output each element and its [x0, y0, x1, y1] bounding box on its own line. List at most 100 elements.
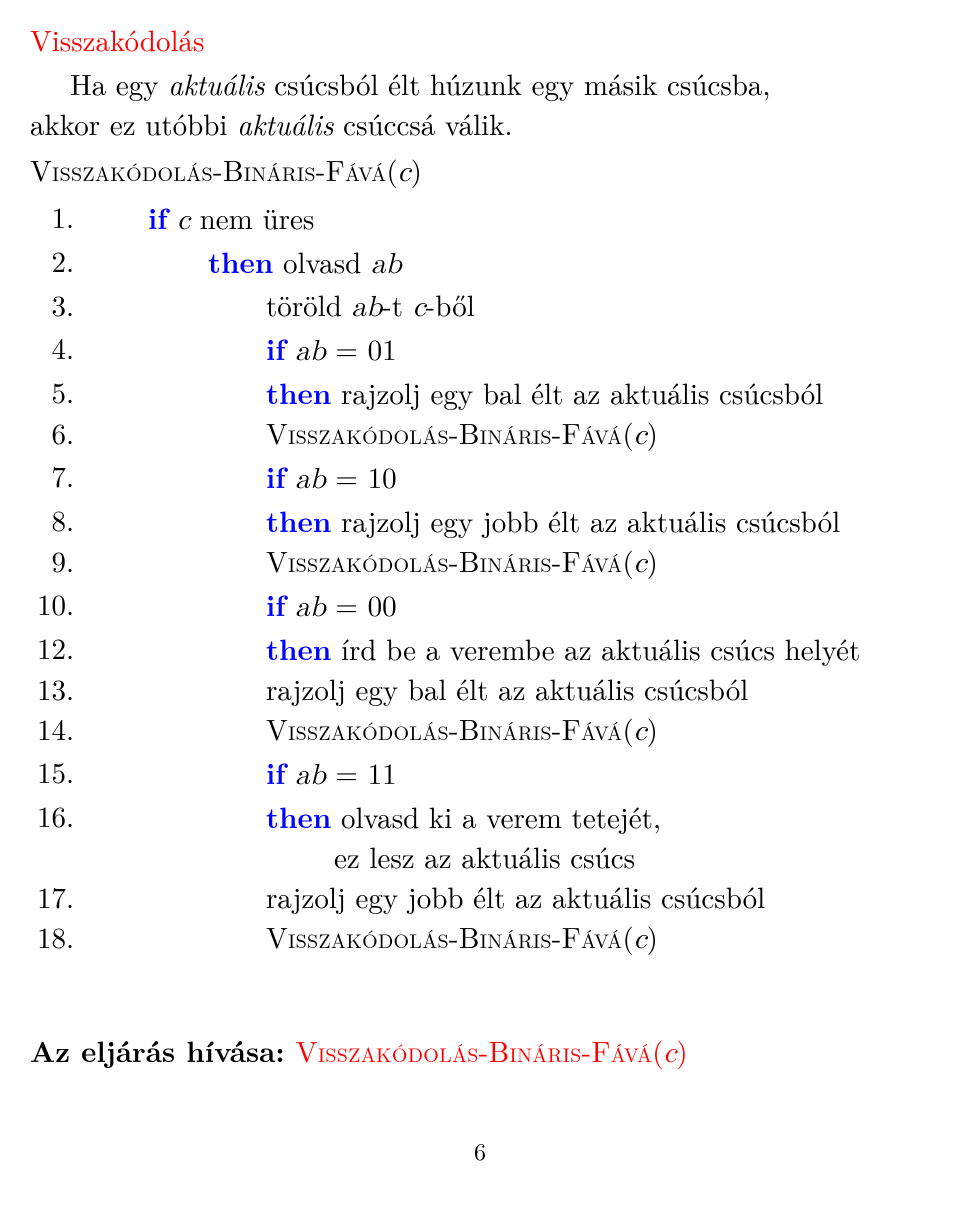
keyword: if	[266, 751, 285, 793]
keyword: then	[266, 499, 331, 541]
algo-line: 6.Visszakódolás-Bináris-Fává(c)	[30, 413, 860, 456]
math-var: ab	[295, 465, 326, 494]
procedure-arg-open: (	[622, 708, 633, 749]
line-number: 18.	[30, 917, 88, 960]
section-title: Visszakódolás	[30, 20, 930, 60]
line-number: 5.	[30, 372, 88, 413]
procedure-arg: c	[634, 925, 647, 954]
line-number: 16.	[30, 796, 88, 837]
procedure-name: Visszakódolás-Bináris-Fává	[266, 708, 622, 749]
algo-line: 14.Visszakódolás-Bináris-Fává(c)	[30, 709, 860, 752]
algo-text: rajzolj egy jobb élt az aktuális csúcsbó…	[266, 876, 765, 917]
algo-text: írd be a verembe az aktuális csúcs helyé…	[331, 628, 860, 669]
line-number: 13.	[30, 669, 88, 709]
algo-line: ez lesz az aktuális csúcs	[30, 837, 860, 877]
math-var: ab	[295, 593, 326, 622]
intro-emph: aktuális	[237, 103, 333, 144]
procedure-arg: c	[663, 1039, 676, 1068]
keyword: if	[266, 455, 285, 497]
procedure-arg-open: (	[652, 1030, 663, 1071]
algo-text: = 01	[326, 328, 397, 369]
line-body: then rajzolj egy bal élt az aktuális csú…	[88, 372, 860, 413]
line-number: 15.	[30, 752, 88, 796]
line-body: Visszakódolás-Bináris-Fává(c)	[88, 413, 860, 456]
algo-text: ez lesz az aktuális csúcs	[334, 836, 635, 877]
algo-line: 3.töröld ab-t c-ből	[30, 285, 860, 328]
line-number: 2.	[30, 241, 88, 285]
page-number: 6	[30, 1134, 930, 1167]
line-body: Visszakódolás-Bináris-Fává(c)	[88, 541, 860, 584]
algorithm-body: 1.if c nem üres2.then olvasd ab3.töröld …	[30, 197, 860, 960]
algo-line: 12.then írd be a verembe az aktuális csú…	[30, 628, 860, 669]
algo-line: 1.if c nem üres	[30, 197, 860, 241]
line-body: then olvasd ab	[88, 241, 860, 285]
math-var: ab	[295, 761, 326, 790]
line-number: 9.	[30, 541, 88, 584]
algo-text: -ből	[426, 284, 475, 325]
line-number: 12.	[30, 628, 88, 669]
procedure-arg: c	[634, 549, 647, 578]
keyword: then	[266, 795, 331, 837]
procedure-name: Visszakódolás-Bináris-Fává	[266, 412, 622, 453]
line-number: 10.	[30, 584, 88, 628]
procedure-name: Visszakódolás-Bináris-Fává	[296, 1030, 652, 1071]
procedure-arg-open: (	[622, 916, 633, 957]
line-body: if ab = 11	[88, 752, 860, 796]
algo-text: töröld	[266, 284, 352, 325]
line-number	[30, 837, 88, 877]
math-var: ab	[371, 250, 402, 279]
keyword: if	[266, 327, 285, 369]
procedure-arg: c	[398, 158, 411, 187]
line-number: 8.	[30, 500, 88, 541]
algo-line: 7. if ab = 10	[30, 456, 860, 500]
line-body: rajzolj egy bal élt az aktuális csúcsból	[88, 669, 860, 709]
math-var: c	[177, 206, 190, 235]
line-body: if ab = 01	[88, 328, 860, 372]
intro-text: Ha egy	[70, 63, 168, 104]
keyword: if	[266, 583, 285, 625]
line-body: if c nem üres	[88, 197, 860, 241]
intro-text: csúccsá válik.	[334, 103, 513, 144]
procedure-arg-close: )	[411, 149, 422, 190]
algo-text: nem üres	[190, 197, 314, 238]
procedure-arg-close: )	[647, 412, 658, 453]
algo-line: 10.if ab = 00	[30, 584, 860, 628]
keyword: if	[148, 196, 167, 238]
line-body: if ab = 00	[88, 584, 860, 628]
line-number: 6.	[30, 413, 88, 456]
line-number: 1.	[30, 197, 88, 241]
line-body: then rajzolj egy jobb élt az aktuális cs…	[88, 500, 860, 541]
line-number: 17.	[30, 877, 88, 917]
intro-emph: aktuális	[168, 63, 264, 104]
algo-text: olvasd ki a verem tetejét,	[331, 796, 661, 837]
procedure-arg-close: )	[676, 1030, 687, 1071]
algo-line: 4.if ab = 01	[30, 328, 860, 372]
line-body: rajzolj egy jobb élt az aktuális csúcsbó…	[88, 877, 860, 917]
line-body: Visszakódolás-Bináris-Fává(c)	[88, 917, 860, 960]
procedure-arg: c	[634, 421, 647, 450]
algo-text: -t	[382, 284, 413, 325]
intro-text: csúcsból élt húzunk egy másik csúcsba,	[265, 63, 771, 104]
math-var: ab	[352, 293, 383, 322]
algo-line: 8.then rajzolj egy jobb élt az aktuális …	[30, 500, 860, 541]
algo-text: = 00	[326, 584, 397, 625]
algo-line: 17. rajzolj egy jobb élt az aktuális csúc…	[30, 877, 860, 917]
math-var: ab	[295, 337, 326, 366]
algo-text: rajzolj egy bal élt az aktuális csúcsból	[266, 668, 748, 709]
line-number: 7.	[30, 456, 88, 500]
math-var: c	[413, 293, 426, 322]
line-body: then írd be a verembe az aktuális csúcs …	[88, 628, 860, 669]
procedure-arg-open: (	[386, 149, 397, 190]
line-number: 4.	[30, 328, 88, 372]
algo-line: 13. rajzolj egy bal élt az aktuális csúcs…	[30, 669, 860, 709]
call-line: Az eljárás hívása: Visszakódolás-Bináris…	[30, 1030, 930, 1074]
procedure-arg-open: (	[622, 412, 633, 453]
procedure-arg-close: )	[647, 916, 658, 957]
algo-text: rajzolj egy jobb élt az aktuális csúcsbó…	[331, 500, 840, 541]
procedure-arg-close: )	[647, 540, 658, 581]
line-body: Visszakódolás-Bináris-Fává(c)	[88, 709, 860, 752]
procedure-name: Visszakódolás-Bináris-Fává	[30, 149, 386, 190]
algo-text: = 10	[326, 456, 397, 497]
intro-text: akkor ez utóbbi	[30, 103, 237, 144]
procedure-arg-close: )	[647, 708, 658, 749]
